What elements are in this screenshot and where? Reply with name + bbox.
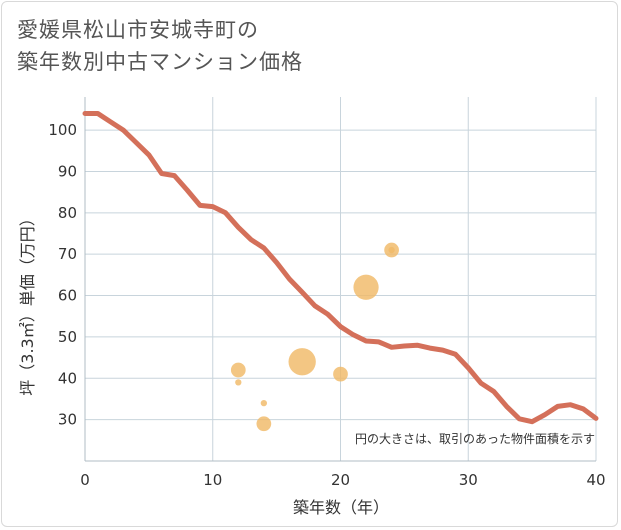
y-tick-label-60: 60 — [58, 287, 77, 305]
x-axis-title: 築年数（年） — [293, 498, 389, 517]
y-tick-label-80: 80 — [58, 204, 77, 222]
y-tick-label-50: 50 — [58, 328, 77, 346]
bubble-series — [230, 242, 399, 432]
bubble-point-2 — [260, 399, 267, 407]
trend-series — [82, 111, 599, 425]
chart-title-line-2: 築年数別中古マンション価格 — [17, 50, 303, 74]
y-tick-label-100: 100 — [48, 121, 77, 139]
x-tick-label-20: 20 — [331, 471, 350, 489]
grid-lines — [85, 97, 597, 461]
x-tick-label-30: 30 — [459, 471, 478, 489]
x-tick-labels: 0 10 20 30 40 — [80, 471, 605, 489]
y-tick-label-40: 40 — [58, 369, 77, 387]
bubble-point-6 — [353, 274, 379, 300]
y-tick-label-70: 70 — [58, 245, 77, 263]
bubble-point-1 — [235, 379, 242, 386]
bubble-point-3 — [256, 416, 272, 432]
bubble-point-4 — [288, 348, 316, 376]
y-axis-title: 坪（3.3㎡）単価（万円） — [18, 210, 37, 395]
x-tick-label-40: 40 — [586, 471, 605, 489]
trend-line — [82, 111, 599, 425]
bubble-point-8 — [388, 246, 395, 254]
bubble-point-5 — [333, 366, 348, 382]
y-tick-label-90: 90 — [58, 162, 77, 180]
chart-title: 愛媛県松山市安城寺町の 築年数別中古マンション価格 — [17, 14, 303, 78]
y-tick-labels: 30 40 50 60 70 80 90 100 — [48, 121, 77, 429]
bubble-point-0 — [230, 362, 246, 378]
axes — [84, 97, 596, 462]
chart-title-line-1: 愛媛県松山市安城寺町の — [17, 18, 259, 42]
y-tick-label-30: 30 — [58, 411, 77, 429]
bubble-size-note: 円の大きさは、取引のあった物件面積を示す — [355, 431, 595, 446]
x-tick-label-0: 0 — [80, 471, 90, 489]
x-tick-label-10: 10 — [203, 471, 222, 489]
